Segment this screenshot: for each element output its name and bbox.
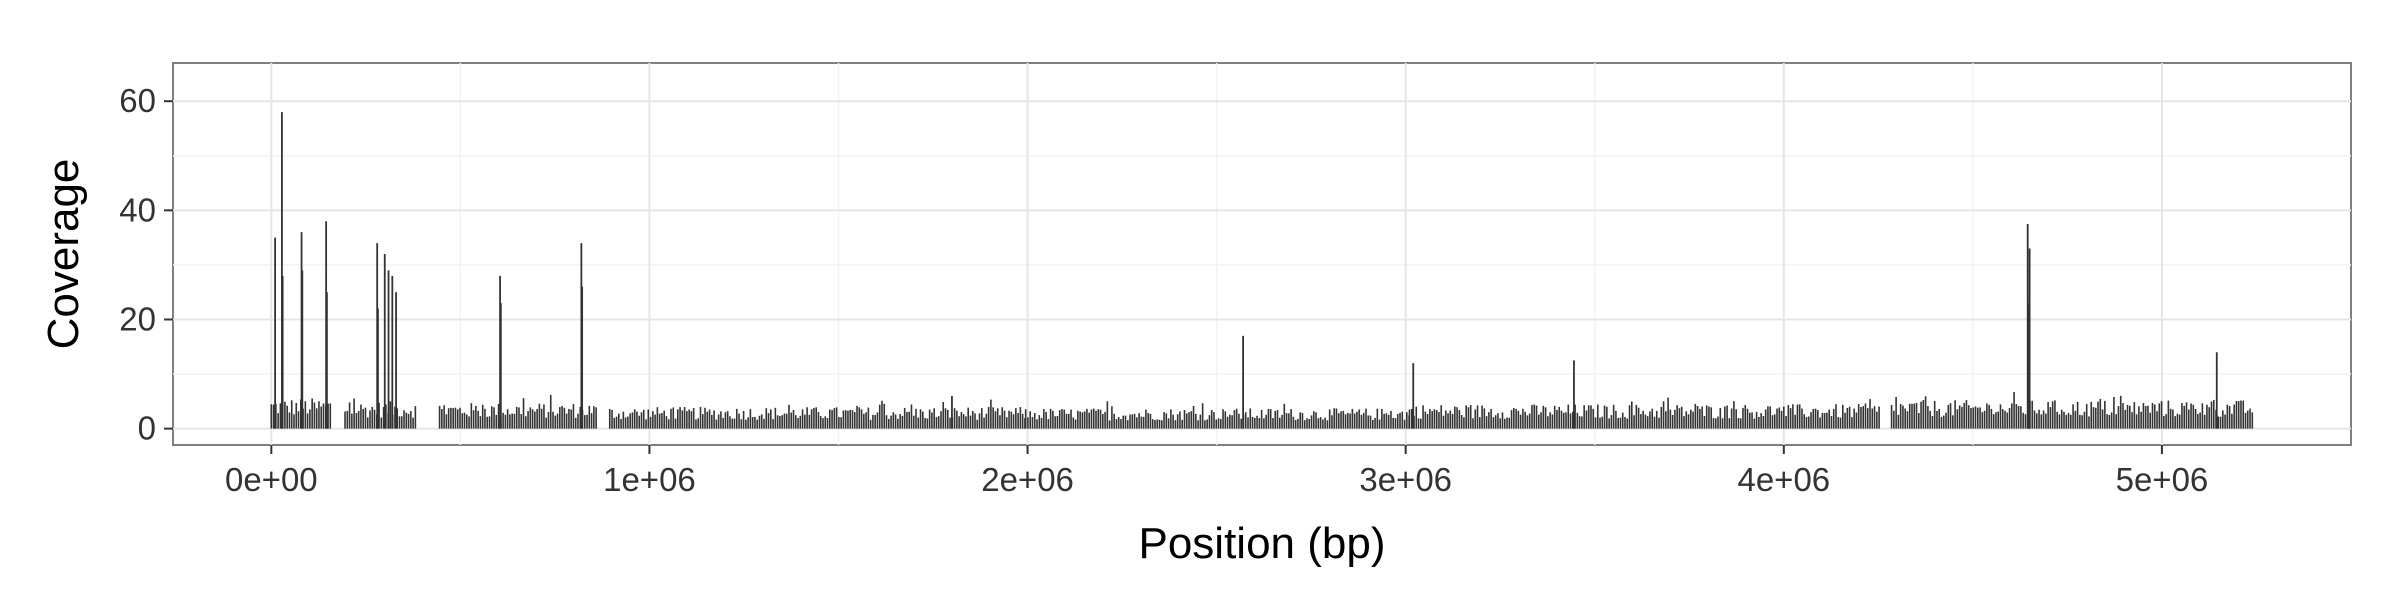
y-tick-label: 0 xyxy=(138,410,156,447)
y-tick-label: 20 xyxy=(119,300,156,337)
plot-panel xyxy=(172,62,2352,446)
axes: 0e+00 1e+06 2e+06 3e+06 4e+06 5e+06 0 20 40 60 xyxy=(119,82,2208,498)
x-tick-label: 5e+06 xyxy=(2116,461,2209,498)
y-tick-label: 40 xyxy=(119,191,156,228)
x-axis-title: Position (bp) xyxy=(1138,519,1385,568)
x-tick-label: 1e+06 xyxy=(603,461,696,498)
coverage-bars xyxy=(270,112,2254,429)
x-tick-label: 0e+00 xyxy=(225,461,318,498)
grid-lines xyxy=(173,63,2351,445)
x-tick-label: 2e+06 xyxy=(981,461,1074,498)
y-axis-title: Coverage xyxy=(39,159,88,350)
x-tick-label: 4e+06 xyxy=(1737,461,1830,498)
x-tick-label: 3e+06 xyxy=(1359,461,1452,498)
y-tick-label: 60 xyxy=(119,82,156,119)
